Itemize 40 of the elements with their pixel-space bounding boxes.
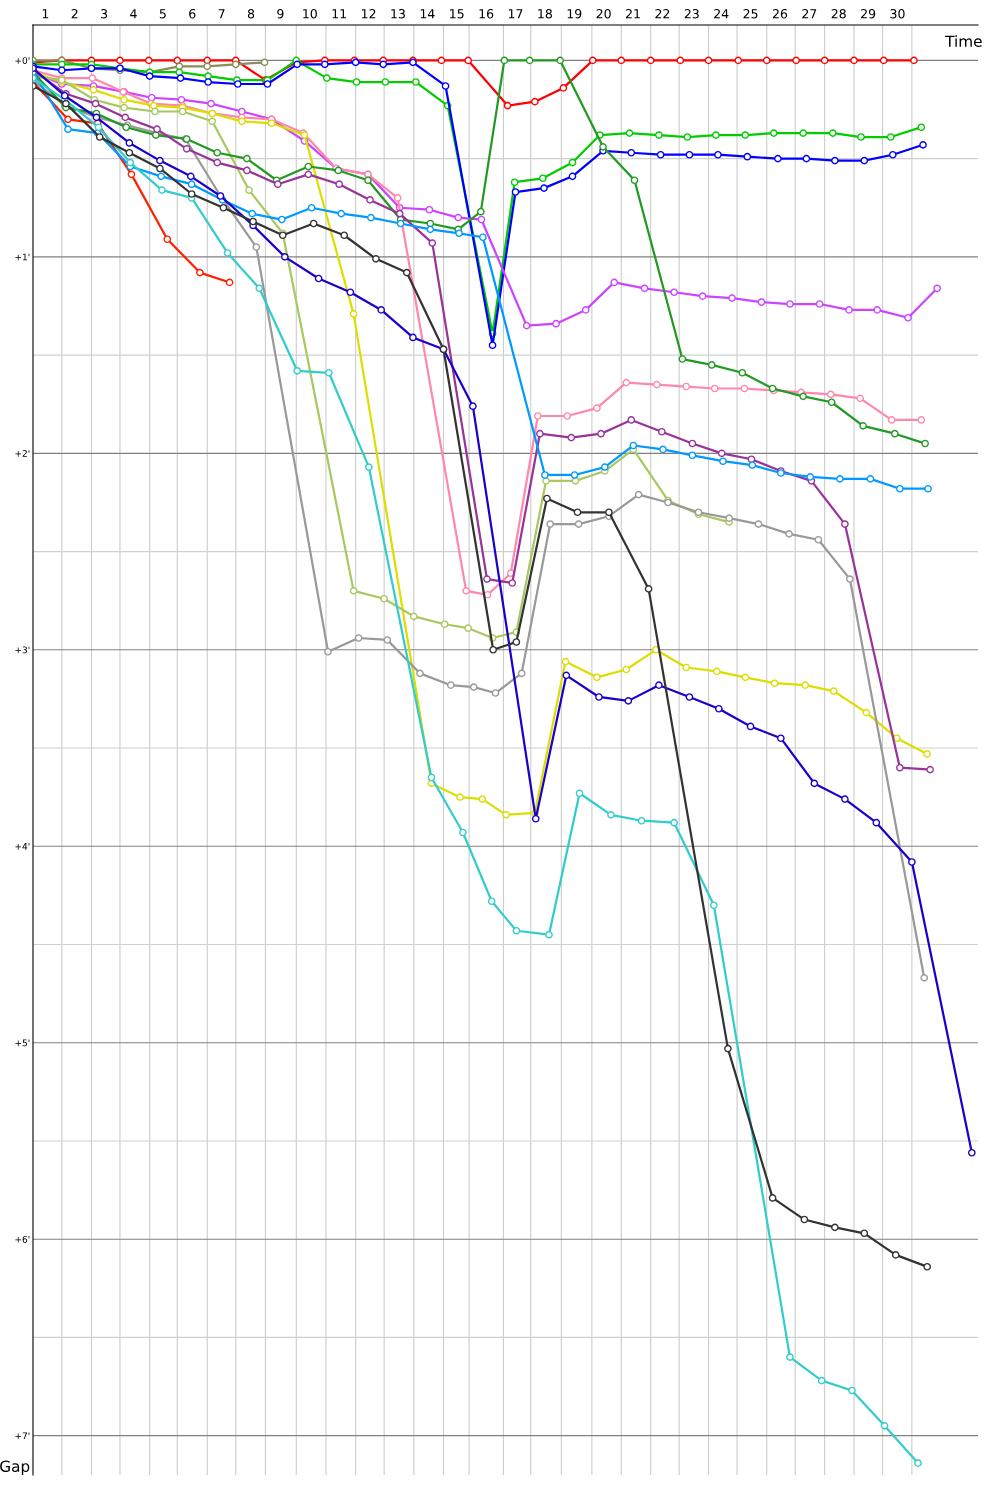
x-tick-label: 11 [332, 9, 346, 19]
x-tick-label: 15 [450, 9, 464, 19]
y-tick-label: +4' [15, 843, 30, 850]
x-tick-label: 24 [714, 9, 729, 19]
x-tick-label: 28 [831, 9, 846, 19]
y-tick-label: +7' [15, 1432, 30, 1440]
x-tick-label: 18 [538, 9, 552, 19]
x-tick-label: 22 [655, 9, 670, 19]
y-tick-label: +5' [15, 1039, 30, 1047]
x-tick-label: 19 [567, 9, 582, 19]
x-tick-label: 8 [247, 9, 255, 19]
x-tick-label: 16 [479, 9, 494, 19]
x-tick-label: 21 [625, 9, 640, 19]
y-tick-label: +6' [15, 1235, 30, 1243]
y-tick-label: +2' [15, 450, 30, 457]
x-tick-label: 3 [101, 9, 108, 19]
x-tick-label: 10 [303, 9, 317, 19]
x-tick-label: 4 [130, 9, 137, 19]
x-tick-label: 29 [861, 9, 876, 19]
x-tick-label: 30 [890, 9, 905, 19]
x-tick-label: 2 [71, 9, 78, 19]
x-tick-label: 25 [743, 9, 758, 19]
y-tick-label: +1' [15, 253, 30, 261]
x-tick-label: 20 [596, 9, 611, 19]
x-axis-title: Time [945, 35, 982, 48]
x-tick-label: 27 [802, 9, 817, 19]
x-tick-label: 14 [420, 9, 435, 19]
x-tick-label: 6 [189, 9, 196, 19]
x-tick-label: 13 [391, 9, 405, 19]
x-tick-label: 26 [772, 9, 788, 19]
x-tick-label: 9 [277, 9, 284, 19]
x-tick-label: 7 [218, 9, 225, 19]
y-axis-title: Gap [0, 1460, 30, 1475]
x-tick-label: 5 [159, 9, 166, 19]
x-tick-label: 12 [361, 9, 376, 19]
y-tick-label: +3' [15, 646, 30, 654]
x-tick-label: 17 [508, 9, 523, 19]
y-tick-label: +0' [15, 57, 30, 64]
x-tick-label: 23 [684, 9, 699, 19]
x-tick-label: 1 [42, 9, 49, 19]
